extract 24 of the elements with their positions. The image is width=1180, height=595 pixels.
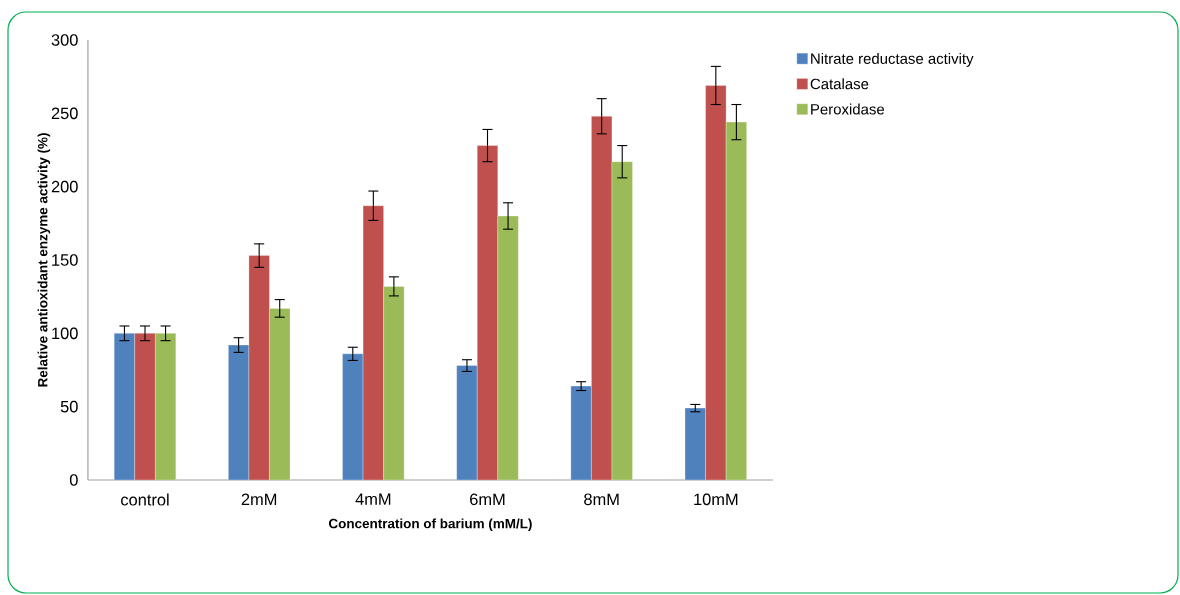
x-tick-label: 8mM [584,493,619,506]
bar [497,215,519,480]
y-tick-label: 300 [51,34,78,46]
y-tick-label: 50 [60,400,78,413]
legend-label: Nitrate reductase activity [811,52,974,67]
x-tick-label: 6mM [470,493,505,506]
x-tick-label: 10mM [694,493,738,506]
legend-label: Peroxidase [811,103,885,115]
x-tick-label: 4mM [355,493,391,505]
bar [383,286,405,480]
legend-label: Catalase [810,78,869,90]
y-axis-title: Relative antioxidant enzyme activity (%) [37,133,51,387]
x-tick-label: control [121,493,169,506]
y-tick-label: 0 [69,474,78,486]
y-tick-label: 150 [52,254,78,266]
bar [155,333,176,480]
y-tick-label: 250 [51,107,78,120]
bar [725,121,747,480]
bar [269,308,291,480]
x-tick-label: 2mM [241,493,277,505]
x-axis-title: Concentration of barium (mM/L) [328,518,532,531]
y-tick-label: 100 [52,327,78,340]
bar [611,161,633,480]
y-tick-label: 200 [51,180,78,193]
